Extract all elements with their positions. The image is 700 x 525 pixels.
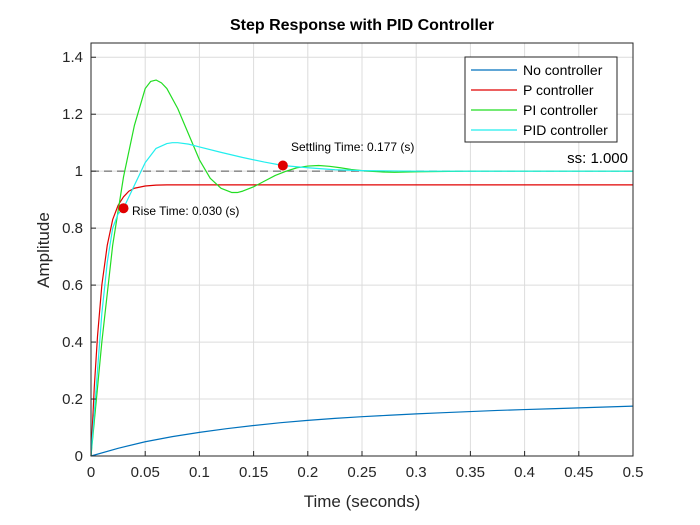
x-tick-label: 0.15 — [239, 464, 268, 481]
legend-label-no-controller: No controller — [523, 62, 603, 78]
rise-time-label: Rise Time: 0.030 (s) — [132, 204, 239, 218]
legend-box — [464, 56, 618, 143]
y-axis-label: Amplitude — [34, 212, 53, 288]
y-tick-label: 0.2 — [62, 391, 83, 408]
series-line-pid-controller — [90, 142, 633, 457]
chart-title: Step Response with PID Controller — [230, 17, 494, 34]
y-tick-label: 0.8 — [62, 220, 83, 237]
y-tick-label: 1 — [75, 163, 83, 180]
y-tick-label: 1.2 — [62, 106, 83, 123]
steady-state-label: ss: 1.000 — [567, 150, 628, 167]
series-line-p-controller — [90, 184, 633, 457]
y-tick-label: 0.4 — [62, 334, 83, 351]
x-axis-ticks: 0 0.05 0.1 0.15 0.2 0.25 0.3 0.35 0.4 0.45 0.5 — [87, 451, 644, 481]
x-tick-label: 0.1 — [189, 464, 210, 481]
settling-time-marker — [277, 160, 288, 171]
annotation-markers — [118, 160, 288, 214]
x-tick-label: 0 — [87, 464, 95, 481]
x-tick-label: 0.2 — [297, 464, 318, 481]
x-tick-label: 0.5 — [623, 464, 644, 481]
x-tick-label: 0.3 — [406, 464, 427, 481]
y-axis-ticks: 0 0.2 0.4 0.6 0.8 1 1.2 1.4 — [62, 49, 96, 465]
y-tick-label: 0 — [75, 448, 83, 465]
rise-time-marker — [118, 203, 129, 214]
series-lines — [90, 79, 634, 457]
x-tick-label: 0.4 — [514, 464, 535, 481]
series-line-no-controller — [90, 405, 634, 457]
x-tick-label: 0.05 — [131, 464, 160, 481]
legend: No controller P controller PI controller… — [464, 56, 618, 143]
y-tick-label: 0.6 — [62, 277, 83, 294]
x-tick-label: 0.45 — [564, 464, 593, 481]
x-tick-label: 0.35 — [456, 464, 485, 481]
x-axis-label: Time (seconds) — [304, 492, 421, 511]
series-line-pi-controller — [90, 79, 633, 457]
y-tick-label: 1.4 — [62, 49, 83, 66]
legend-label-pid-controller: PID controller — [523, 122, 608, 138]
legend-label-pi-controller: PI controller — [523, 102, 598, 118]
legend-label-p-controller: P controller — [523, 82, 594, 98]
settling-time-label: Settling Time: 0.177 (s) — [291, 140, 414, 154]
x-tick-label: 0.25 — [347, 464, 376, 481]
